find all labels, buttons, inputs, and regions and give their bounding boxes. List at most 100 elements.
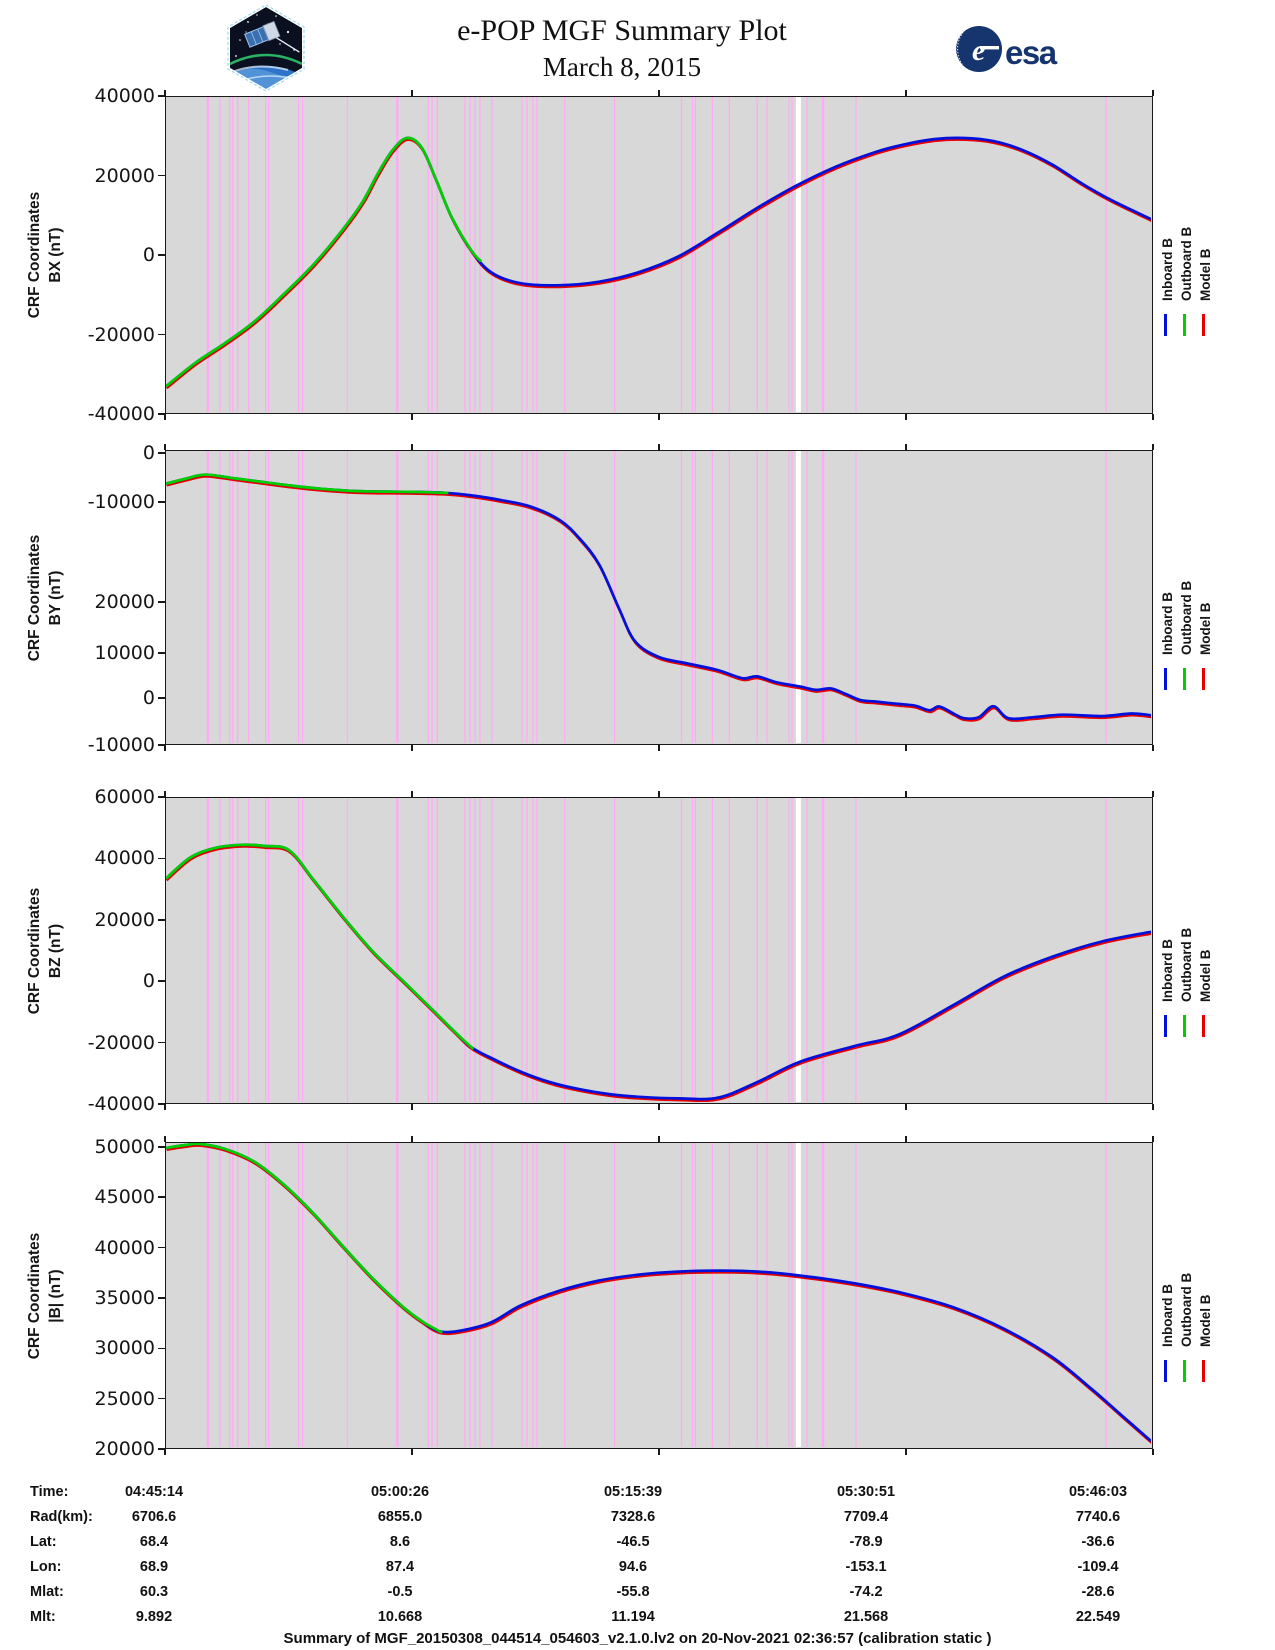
y-axis-label-by: CRF Coordinates BY (nT)	[26, 534, 64, 661]
x-tick-mark	[658, 444, 660, 450]
legend-label-bz-1: Outboard B	[1179, 927, 1194, 1002]
x-tick-mark	[164, 444, 166, 450]
x-tick-mark	[411, 414, 413, 420]
panel-bmag	[165, 1142, 1153, 1449]
x-tick-mark	[658, 414, 660, 420]
table-cell: 94.6	[618, 1559, 648, 1575]
x-tick-mark	[411, 90, 413, 96]
data-gap-band	[795, 798, 801, 1102]
y-tick-mark	[158, 254, 165, 256]
x-tick-mark	[905, 1104, 907, 1110]
outboard-b-curve	[166, 136, 483, 388]
outboard-b-curve	[166, 843, 474, 1050]
y-tick-label: 10000	[94, 641, 155, 664]
table-cell: -28.6	[1081, 1584, 1115, 1600]
x-tick-mark	[905, 444, 907, 450]
y-tick-label: 0	[142, 970, 155, 993]
legend-sample-by-1	[1183, 668, 1186, 690]
patch-aurora	[229, 53, 303, 66]
x-tick-mark	[1152, 791, 1154, 797]
x-tick-mark	[1152, 1449, 1154, 1455]
table-cell: 22.549	[1075, 1609, 1121, 1625]
x-tick-mark	[411, 1104, 413, 1110]
x-tick-mark	[658, 791, 660, 797]
y-tick-label: -10000	[87, 734, 155, 756]
summary-footer: Summary of MGF_20150308_044514_054603_v2…	[283, 1630, 992, 1647]
table-cell: 10.668	[377, 1609, 423, 1625]
y-tick-mark	[158, 413, 165, 415]
x-tick-mark	[658, 1449, 660, 1455]
y-tick-label: 20000	[94, 590, 155, 613]
legend-sample-bmag-1	[1183, 1360, 1186, 1382]
inboard-b-curve	[166, 1143, 1151, 1443]
table-cell: 7328.6	[610, 1509, 656, 1525]
y-axis-label-bmag: CRF Coordinates |B| (nT)	[26, 1232, 64, 1359]
patch-dashed-border	[227, 4, 305, 92]
x-tick-mark	[411, 444, 413, 450]
table-cell: 05:15:39	[603, 1484, 663, 1500]
esa-logo-text: esa	[1005, 34, 1058, 71]
table-cell: 60.3	[139, 1584, 169, 1600]
y-tick-label: -20000	[87, 323, 155, 346]
plot-svg-by	[166, 451, 1151, 743]
table-cell: 8.6	[389, 1534, 411, 1550]
outboard-b-curve	[166, 1143, 443, 1334]
legend-sample-bz-1	[1183, 1015, 1186, 1037]
x-tick-mark	[1152, 90, 1154, 96]
y-tick-mark	[158, 1103, 165, 1105]
y-tick-mark	[158, 697, 165, 699]
svg-text:e: e	[972, 34, 985, 67]
table-cell: -46.5	[616, 1534, 650, 1550]
panel-by	[165, 450, 1153, 745]
table-cell: 11.194	[611, 1609, 655, 1625]
legend-label-by-2: Model B	[1198, 602, 1213, 656]
y-tick-mark	[158, 744, 165, 746]
x-tick-mark	[905, 745, 907, 751]
legend-label-bz-0: Inboard B	[1160, 939, 1175, 1002]
y-tick-label: 30000	[94, 1337, 155, 1360]
inboard-b-curve	[166, 473, 1151, 721]
esa-logo: e esa	[955, 26, 1059, 72]
table-row-label: Time:	[30, 1484, 69, 1500]
y-tick-mark	[158, 1146, 165, 1148]
table-cell: -0.5	[387, 1584, 413, 1600]
y-tick-label: 40000	[94, 847, 155, 870]
legend-label-by-1: Outboard B	[1179, 580, 1194, 655]
table-cell: 87.4	[385, 1559, 415, 1575]
table-cell: 04:45:14	[124, 1484, 184, 1500]
y-tick-mark	[158, 1397, 165, 1400]
table-cell: 6855.0	[377, 1509, 423, 1525]
y-tick-mark	[158, 452, 165, 454]
y-tick-label: 50000	[94, 1135, 155, 1158]
table-cell: -153.1	[845, 1559, 887, 1575]
x-tick-mark	[164, 90, 166, 96]
legend-sample-by-2	[1202, 668, 1205, 690]
table-row-label: Lat:	[30, 1534, 57, 1550]
y-tick-label: -10000	[87, 490, 155, 513]
table-cell: -78.9	[849, 1534, 883, 1550]
y-tick-mark	[158, 652, 165, 654]
y-tick-mark	[158, 333, 165, 336]
y-tick-label: 20000	[94, 164, 155, 187]
table-cell: -109.4	[1077, 1559, 1119, 1575]
x-tick-mark	[658, 745, 660, 751]
y-tick-label: 0	[142, 687, 155, 710]
y-tick-label: 0	[142, 441, 155, 464]
legend-sample-bz-0	[1164, 1015, 1167, 1037]
y-tick-label: 20000	[94, 908, 155, 931]
y-axis-label-bx: CRF Coordinates BX (nT)	[26, 191, 64, 319]
table-cell: 6706.6	[131, 1509, 177, 1525]
x-tick-mark	[658, 90, 660, 96]
table-cell: 68.9	[139, 1559, 169, 1575]
x-tick-mark	[905, 1136, 907, 1142]
patch-satellite	[244, 20, 300, 53]
y-tick-mark	[158, 1448, 165, 1450]
data-gap-band	[795, 97, 801, 412]
y-tick-mark	[158, 1297, 165, 1299]
legend-sample-bx-1	[1183, 314, 1186, 336]
patch-outer-mask	[218, 2, 314, 94]
y-tick-label: 20000	[94, 1438, 155, 1460]
table-cell: 7740.6	[1075, 1509, 1121, 1525]
x-tick-mark	[905, 791, 907, 797]
